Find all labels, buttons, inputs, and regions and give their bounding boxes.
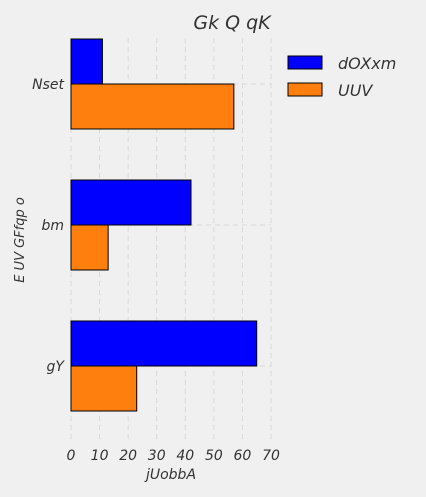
y-axis-label: E UV GFfqp o	[13, 197, 28, 283]
legend-swatch-UUV	[287, 82, 323, 97]
x-tick-label-20: 20	[119, 448, 137, 464]
y-tick-label-bm: bm	[41, 218, 64, 234]
y-axis-ticks: Nset bm gY	[32, 77, 65, 375]
x-tick-label-70: 70	[262, 448, 280, 464]
x-tick-label-30: 30	[148, 448, 166, 464]
bar-UUV-bm	[70, 224, 109, 271]
x-tick-label-60: 60	[234, 448, 252, 464]
legend: dOXxm UUV	[287, 54, 396, 100]
bars	[70, 38, 258, 412]
bar-UUV-Nset	[70, 83, 235, 130]
x-tick-label-10: 10	[91, 448, 109, 464]
legend-label-dOXxm: dOXxm	[338, 54, 396, 73]
bar-dOXxm-gY	[70, 320, 258, 367]
x-tick-label-50: 50	[205, 448, 223, 464]
x-tick-label-0: 0	[67, 448, 76, 464]
y-tick-label-Nset: Nset	[32, 77, 64, 93]
x-axis-label: jUobbA	[144, 467, 196, 483]
legend-label-UUV: UUV	[338, 81, 373, 100]
bar-dOXxm-bm	[70, 179, 192, 226]
bar-UUV-gY	[70, 365, 138, 412]
x-axis-ticks: 0 10 20 30 40 50 60 70	[67, 448, 280, 464]
x-tick-label-40: 40	[176, 448, 194, 464]
y-tick-label-gY: gY	[47, 359, 66, 375]
legend-swatch-dOXxm	[287, 55, 323, 70]
bar-dOXxm-Nset	[70, 38, 103, 85]
chart-title: Gk Q qK	[193, 12, 272, 34]
